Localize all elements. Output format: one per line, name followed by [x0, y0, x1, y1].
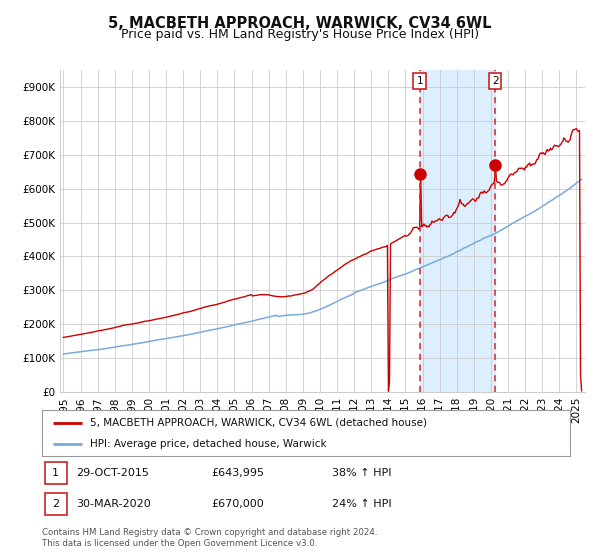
Text: 38% ↑ HPI: 38% ↑ HPI: [332, 468, 392, 478]
Bar: [419, 70, 495, 392]
Text: 1: 1: [52, 468, 59, 478]
FancyBboxPatch shape: [44, 462, 67, 484]
Text: £670,000: £670,000: [211, 500, 264, 510]
Text: 1: 1: [416, 76, 423, 86]
Text: HPI: Average price, detached house, Warwick: HPI: Average price, detached house, Warw…: [89, 439, 326, 449]
Text: £643,995: £643,995: [211, 468, 264, 478]
Text: 24% ↑ HPI: 24% ↑ HPI: [332, 500, 392, 510]
Text: 5, MACBETH APPROACH, WARWICK, CV34 6WL (detached house): 5, MACBETH APPROACH, WARWICK, CV34 6WL (…: [89, 418, 427, 428]
Text: 30-MAR-2020: 30-MAR-2020: [76, 500, 151, 510]
Text: Contains HM Land Registry data © Crown copyright and database right 2024.
This d: Contains HM Land Registry data © Crown c…: [42, 528, 377, 548]
Text: 2: 2: [52, 500, 59, 510]
Text: 29-OCT-2015: 29-OCT-2015: [76, 468, 149, 478]
Text: 2: 2: [492, 76, 499, 86]
Text: Price paid vs. HM Land Registry's House Price Index (HPI): Price paid vs. HM Land Registry's House …: [121, 28, 479, 41]
Text: 5, MACBETH APPROACH, WARWICK, CV34 6WL: 5, MACBETH APPROACH, WARWICK, CV34 6WL: [108, 16, 492, 31]
FancyBboxPatch shape: [44, 493, 67, 515]
